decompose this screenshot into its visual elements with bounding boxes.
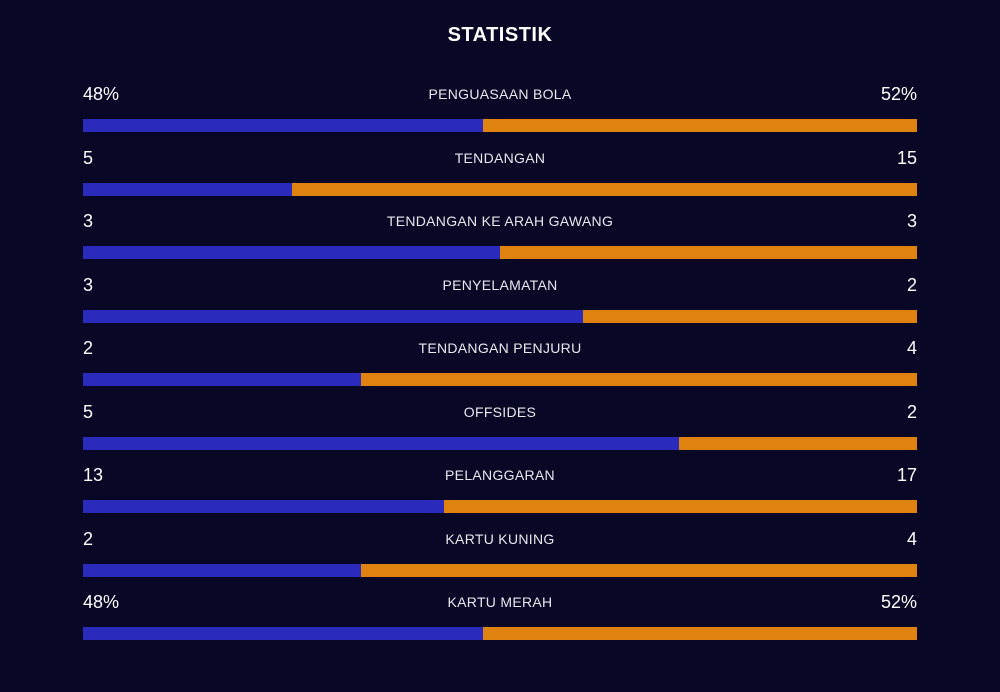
away-value: 2 — [906, 274, 917, 295]
home-bar — [83, 182, 292, 196]
away-bar — [500, 246, 917, 259]
away-value: 52% — [880, 592, 917, 612]
home-value: 3 — [83, 211, 94, 231]
home-bar — [83, 563, 361, 577]
home-bar — [83, 119, 484, 132]
stat-row-offsides: 5 OFFSIDES 2 — [83, 398, 917, 462]
home-value: 13 — [83, 465, 104, 485]
stat-row-red-cards: 48% KARTU MERAH 52% — [83, 588, 917, 652]
stat-label: PENGUASAAN BOLA — [428, 86, 572, 102]
away-bar — [483, 119, 917, 132]
away-bar — [291, 182, 917, 196]
comparison-bar — [83, 309, 917, 323]
away-value: 3 — [906, 211, 917, 231]
stat-label: TENDANGAN KE ARAH GAWANG — [386, 213, 614, 229]
stat-row-corners: 2 TENDANGAN PENJURU 4 — [83, 334, 917, 398]
stat-row-possession: 48% PENGUASAAN BOLA 52% — [83, 80, 917, 144]
comparison-bar — [83, 182, 917, 196]
stat-label: PENYELAMATAN — [442, 276, 558, 293]
away-bar — [360, 373, 917, 386]
stats-list: 48% PENGUASAAN BOLA 52% 5 TENDANGAN 15 3… — [83, 80, 917, 652]
stats-title: STATISTIK — [447, 24, 553, 46]
stat-row-yellow-cards: 2 KARTU KUNING 4 — [83, 525, 917, 589]
home-value: 3 — [83, 274, 94, 295]
away-value: 15 — [896, 147, 917, 168]
comparison-bar — [83, 500, 917, 513]
away-bar — [678, 436, 917, 450]
home-value: 48% — [83, 592, 120, 612]
home-bar — [83, 309, 584, 323]
away-value: 52% — [880, 84, 917, 104]
away-value: 4 — [906, 528, 917, 549]
stat-row-shots-on-target: 3 TENDANGAN KE ARAH GAWANG 3 — [83, 207, 917, 271]
away-value: 4 — [906, 338, 917, 358]
home-bar — [83, 627, 484, 640]
home-bar — [83, 500, 445, 513]
stat-row-shots: 5 TENDANGAN 15 — [83, 144, 917, 208]
comparison-bar — [83, 436, 917, 450]
comparison-bar — [83, 563, 917, 577]
home-value: 2 — [83, 528, 94, 549]
home-value: 5 — [83, 401, 94, 422]
stat-row-fouls: 13 PELANGGARAN 17 — [83, 461, 917, 525]
stat-label: KARTU KUNING — [445, 530, 555, 547]
comparison-bar — [83, 373, 917, 386]
away-bar — [583, 309, 917, 323]
stat-label: KARTU MERAH — [447, 594, 553, 610]
home-value: 2 — [83, 338, 94, 358]
away-bar — [360, 563, 917, 577]
away-bar — [444, 500, 917, 513]
comparison-bar — [83, 119, 917, 132]
comparison-bar — [83, 246, 917, 259]
stat-label: OFFSIDES — [463, 403, 537, 420]
home-value: 5 — [83, 147, 94, 168]
comparison-bar — [83, 627, 917, 640]
home-bar — [83, 373, 361, 386]
stat-row-saves: 3 PENYELAMATAN 2 — [83, 271, 917, 335]
stat-label: TENDANGAN PENJURU — [418, 340, 582, 356]
home-bar — [83, 436, 679, 450]
stat-label: TENDANGAN — [454, 149, 546, 166]
away-value: 17 — [896, 465, 917, 485]
home-bar — [83, 246, 500, 259]
away-value: 2 — [906, 401, 917, 422]
stat-label: PELANGGARAN — [445, 467, 555, 483]
away-bar — [483, 627, 917, 640]
home-value: 48% — [83, 84, 120, 104]
